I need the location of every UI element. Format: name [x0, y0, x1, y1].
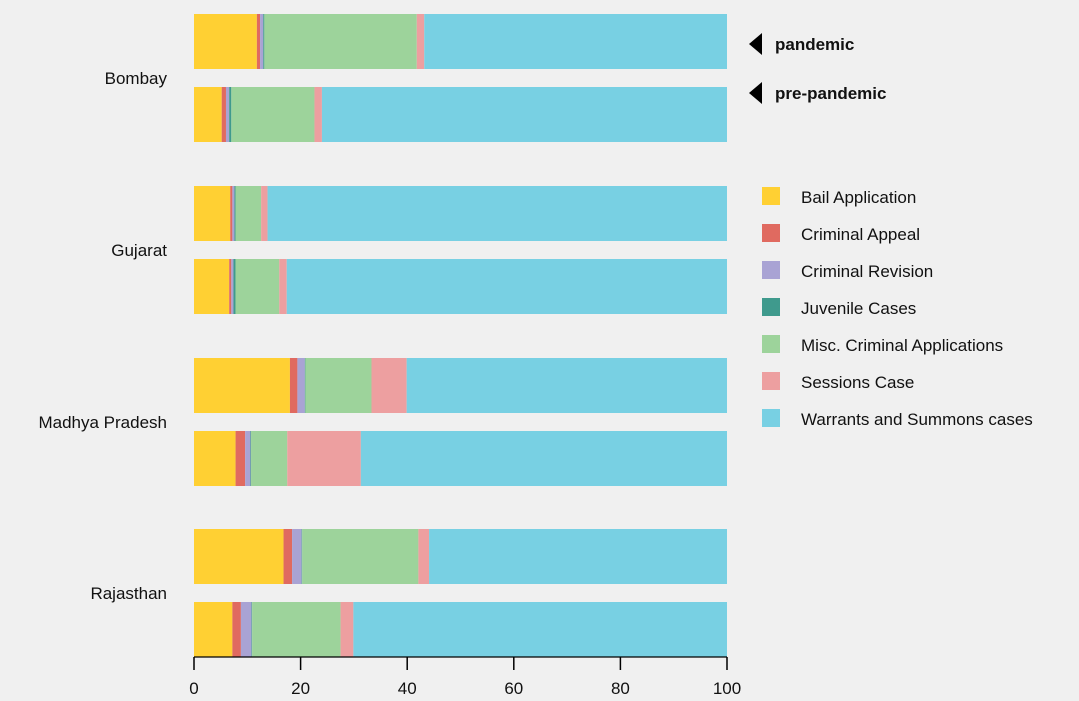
bar-rajasthan-pandemic-sessions-case: [418, 529, 430, 584]
bar-bombay-pre-pandemic-criminal-revision: [225, 87, 230, 142]
legend-swatch-criminal-revision: [762, 261, 780, 279]
bar-madhya-pradesh-pre-pandemic-criminal-revision: [245, 431, 251, 486]
bar-rajasthan-pre-pandemic-misc-criminal-applications: [252, 602, 341, 657]
bar-gujarat-pre-pandemic-misc-criminal-applications: [235, 259, 280, 314]
bar-madhya-pradesh-pre-pandemic-misc-criminal-applications: [251, 431, 288, 486]
bar-madhya-pradesh-pre-pandemic-sessions-case: [287, 431, 361, 486]
x-tick-label-80: 80: [611, 679, 630, 698]
bar-gujarat-pandemic-sessions-case: [261, 186, 268, 241]
x-tick-label-20: 20: [291, 679, 310, 698]
legend-label-sessions-case: Sessions Case: [801, 373, 914, 392]
bar-gujarat-pandemic-juvenile-cases: [234, 186, 236, 241]
bar-gujarat-pre-pandemic-criminal-appeal: [229, 259, 232, 314]
bar-madhya-pradesh-pre-pandemic-warrants-and-summons-cases: [360, 431, 727, 486]
bar-bombay-pre-pandemic-warrants-and-summons-cases: [321, 87, 727, 142]
bar-rajasthan-pre-pandemic-sessions-case: [340, 602, 354, 657]
bar-madhya-pradesh-pre-pandemic-criminal-appeal: [235, 431, 246, 486]
legend-swatch-juvenile-cases: [762, 298, 780, 316]
bar-madhya-pradesh-pandemic-sessions-case: [371, 358, 407, 413]
bar-madhya-pradesh-pandemic-juvenile-cases: [304, 358, 306, 413]
bar-madhya-pradesh-pandemic-bail-application: [194, 358, 290, 413]
bar-bombay-pre-pandemic-criminal-appeal: [221, 87, 226, 142]
legend-swatch-sessions-case: [762, 372, 780, 390]
legend-label-misc-criminal-applications: Misc. Criminal Applications: [801, 336, 1003, 355]
bar-bombay-pre-pandemic-juvenile-cases: [229, 87, 232, 142]
category-label-gujarat: Gujarat: [111, 241, 167, 260]
bar-rajasthan-pandemic-misc-criminal-applications: [302, 529, 419, 584]
legend-swatch-misc-criminal-applications: [762, 335, 780, 353]
bar-gujarat-pre-pandemic-warrants-and-summons-cases: [286, 259, 727, 314]
bar-gujarat-pre-pandemic-juvenile-cases: [233, 259, 236, 314]
category-labels: Bombay Gujarat Madhya Pradesh Rajasthan: [38, 69, 167, 603]
bar-bombay-pre-pandemic-bail-application: [194, 87, 222, 142]
bars-group: [194, 14, 727, 657]
annotation-label-pandemic: pandemic: [775, 35, 854, 54]
bar-madhya-pradesh-pre-pandemic-juvenile-cases: [250, 431, 252, 486]
legend-swatch-warrants-and-summons-cases: [762, 409, 780, 427]
category-label-bombay: Bombay: [105, 69, 168, 88]
bar-madhya-pradesh-pre-pandemic-bail-application: [194, 431, 236, 486]
x-tick-label-100: 100: [713, 679, 741, 698]
bar-gujarat-pre-pandemic-criminal-revision: [231, 259, 234, 314]
legend-label-criminal-appeal: Criminal Appeal: [801, 225, 920, 244]
bar-madhya-pradesh-pandemic-criminal-appeal: [289, 358, 298, 413]
bar-bombay-pre-pandemic-sessions-case: [314, 87, 322, 142]
bar-gujarat-pandemic-misc-criminal-applications: [235, 186, 262, 241]
bar-rajasthan-pre-pandemic-criminal-appeal: [232, 602, 241, 657]
legend-label-warrants-and-summons-cases: Warrants and Summons cases: [801, 410, 1033, 429]
bar-bombay-pandemic-warrants-and-summons-cases: [424, 14, 727, 69]
bar-rajasthan-pandemic-criminal-revision: [292, 529, 302, 584]
bar-rajasthan-pre-pandemic-criminal-revision: [240, 602, 252, 657]
bar-bombay-pandemic-criminal-revision: [260, 14, 264, 69]
bar-bombay-pandemic-juvenile-cases: [263, 14, 265, 69]
annotation-arrow-pandemic: [749, 33, 762, 55]
bar-gujarat-pre-pandemic-bail-application: [194, 259, 230, 314]
bar-madhya-pradesh-pandemic-misc-criminal-applications: [305, 358, 372, 413]
legend-swatch-bail-application: [762, 187, 780, 205]
category-label-rajasthan: Rajasthan: [90, 584, 167, 603]
legend-label-criminal-revision: Criminal Revision: [801, 262, 933, 281]
bar-gujarat-pandemic-bail-application: [194, 186, 231, 241]
category-label-madhya-pradesh: Madhya Pradesh: [38, 413, 167, 432]
x-tick-label-60: 60: [504, 679, 523, 698]
bar-gujarat-pandemic-warrants-and-summons-cases: [267, 186, 727, 241]
legend: Bail Application Criminal Appeal Criminal …: [762, 187, 1033, 429]
bar-bombay-pre-pandemic-misc-criminal-applications: [231, 87, 315, 142]
bar-gujarat-pandemic-criminal-appeal: [230, 186, 233, 241]
bar-bombay-pandemic-bail-application: [194, 14, 257, 69]
bar-gujarat-pandemic-criminal-revision: [232, 186, 235, 241]
x-tick-label-40: 40: [398, 679, 417, 698]
bar-madhya-pradesh-pandemic-warrants-and-summons-cases: [406, 358, 727, 413]
bar-madhya-pradesh-pandemic-criminal-revision: [297, 358, 305, 413]
bar-bombay-pandemic-criminal-appeal: [256, 14, 261, 69]
x-axis: 0 20 40 60 80 100: [189, 656, 741, 698]
x-tick-label-0: 0: [189, 679, 198, 698]
period-annotations: pandemic pre-pandemic: [749, 33, 886, 104]
bar-rajasthan-pandemic-criminal-appeal: [283, 529, 293, 584]
legend-swatch-criminal-appeal: [762, 224, 780, 242]
bar-gujarat-pre-pandemic-sessions-case: [279, 259, 287, 314]
bar-rajasthan-pandemic-bail-application: [194, 529, 284, 584]
bar-bombay-pandemic-sessions-case: [416, 14, 425, 69]
bar-rajasthan-pandemic-juvenile-cases: [301, 529, 303, 584]
legend-label-juvenile-cases: Juvenile Cases: [801, 299, 916, 318]
bar-rajasthan-pandemic-warrants-and-summons-cases: [429, 529, 727, 584]
bar-rajasthan-pre-pandemic-juvenile-cases: [251, 602, 253, 657]
annotation-arrow-pre-pandemic: [749, 82, 762, 104]
bar-rajasthan-pre-pandemic-bail-application: [194, 602, 233, 657]
legend-label-bail-application: Bail Application: [801, 188, 916, 207]
bar-rajasthan-pre-pandemic-warrants-and-summons-cases: [353, 602, 727, 657]
annotation-label-pre-pandemic: pre-pandemic: [775, 84, 886, 103]
bar-bombay-pandemic-misc-criminal-applications: [264, 14, 417, 69]
